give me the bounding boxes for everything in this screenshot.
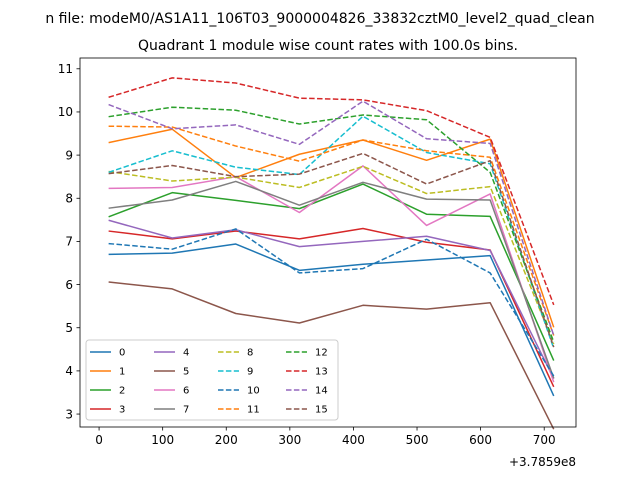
y-tick-label: 5 [65,321,73,335]
legend-label-15: 15 [315,405,328,416]
y-tick-label: 8 [65,192,73,206]
legend-box [85,339,339,421]
legend-label-11: 11 [247,405,260,416]
legend-label-1: 1 [119,367,125,378]
legend-label-0: 0 [119,348,125,359]
x-tick-label: 100 [151,433,174,447]
series-line-11 [108,125,555,336]
series-line-9 [108,115,555,349]
x-tick-label: 400 [342,433,365,447]
legend-label-2: 2 [119,386,125,397]
series-line-7 [108,180,555,379]
series-line-0 [108,243,555,397]
chart-title: Quadrant 1 module wise count rates with … [138,38,518,54]
legend-label-14: 14 [315,386,328,397]
legend-label-4: 4 [183,348,189,359]
series-line-10 [108,228,555,377]
legend-label-9: 9 [247,367,253,378]
series-line-2 [108,183,555,361]
y-tick-label: 7 [65,235,73,249]
series-line-4 [108,219,555,379]
y-tick-label: 6 [65,278,73,292]
legend-label-3: 3 [119,405,125,416]
legend-label-12: 12 [315,348,328,359]
x-tick-label: 600 [469,433,492,447]
x-tick-label: 700 [533,433,556,447]
legend-label-10: 10 [247,386,260,397]
series-line-12 [108,106,555,343]
y-tick-label: 11 [58,62,73,76]
legend-label-13: 13 [315,367,328,378]
x-tick-label: 0 [95,433,103,447]
y-tick-label: 4 [65,364,73,378]
figure-title: n file: modeM0/AS1A11_106T03_9000004826_… [45,11,594,27]
series-line-13 [108,77,555,306]
x-tick-label: 200 [215,433,238,447]
series-line-8 [108,165,555,345]
legend-label-5: 5 [183,367,189,378]
x-tick-label: 300 [278,433,301,447]
y-tick-label: 3 [65,407,73,421]
legend-label-8: 8 [247,348,253,359]
legend-label-6: 6 [183,386,189,397]
series-line-1 [108,128,555,328]
x-offset-label: +3.7859e8 [509,455,576,469]
legend-label-7: 7 [183,405,189,416]
y-tick-label: 10 [58,105,73,119]
series-line-15 [108,152,555,348]
y-tick-label: 9 [65,148,73,162]
series-layer [108,77,555,430]
x-tick-label: 500 [406,433,429,447]
series-line-5 [108,281,555,430]
axes-frame [79,57,577,428]
